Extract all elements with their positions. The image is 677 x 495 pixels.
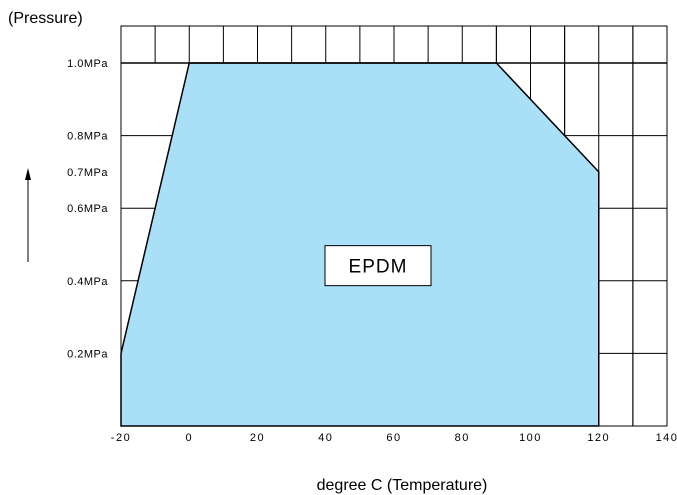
x-tick-label: 100	[519, 432, 542, 444]
plot-frame	[120, 25, 668, 427]
x-tick-label: -20	[111, 432, 131, 444]
y-tick-label: 0.7MPa	[67, 167, 108, 179]
series-label-epdm: EPDM	[349, 257, 408, 278]
series-layer	[120, 62, 600, 427]
plot-border	[120, 25, 668, 427]
y-tick-label: 0.2MPa	[67, 348, 108, 360]
x-tick-label: 40	[318, 432, 333, 444]
x-tick-label: 80	[455, 432, 470, 444]
x-axis-title: degree C (Temperature)	[317, 477, 488, 494]
y-tick-label: 0.6MPa	[67, 203, 108, 215]
pressure-increase-arrow-icon	[25, 168, 31, 262]
x-tick-label: 60	[386, 432, 401, 444]
series-area-epdm	[120, 62, 600, 427]
annotation-box	[324, 245, 432, 287]
axis-layer: 0.2MPa 0.4MPa 0.6MPa 0.7MPa 0.8MPa 1.0MPa -20 0…	[67, 58, 677, 444]
y-tick-label: 0.8MPa	[67, 131, 108, 143]
x-tick-label: 0	[185, 432, 193, 444]
annotation-layer: EPDM	[324, 245, 432, 287]
x-tick-label: 20	[250, 432, 265, 444]
y-tick-label: 1.0MPa	[67, 58, 108, 70]
y-tick-label: 0.4MPa	[67, 276, 108, 288]
chart-title: (Pressure)	[8, 10, 83, 27]
x-tick-label: 140	[656, 432, 677, 444]
x-tick-label: 120	[587, 432, 610, 444]
